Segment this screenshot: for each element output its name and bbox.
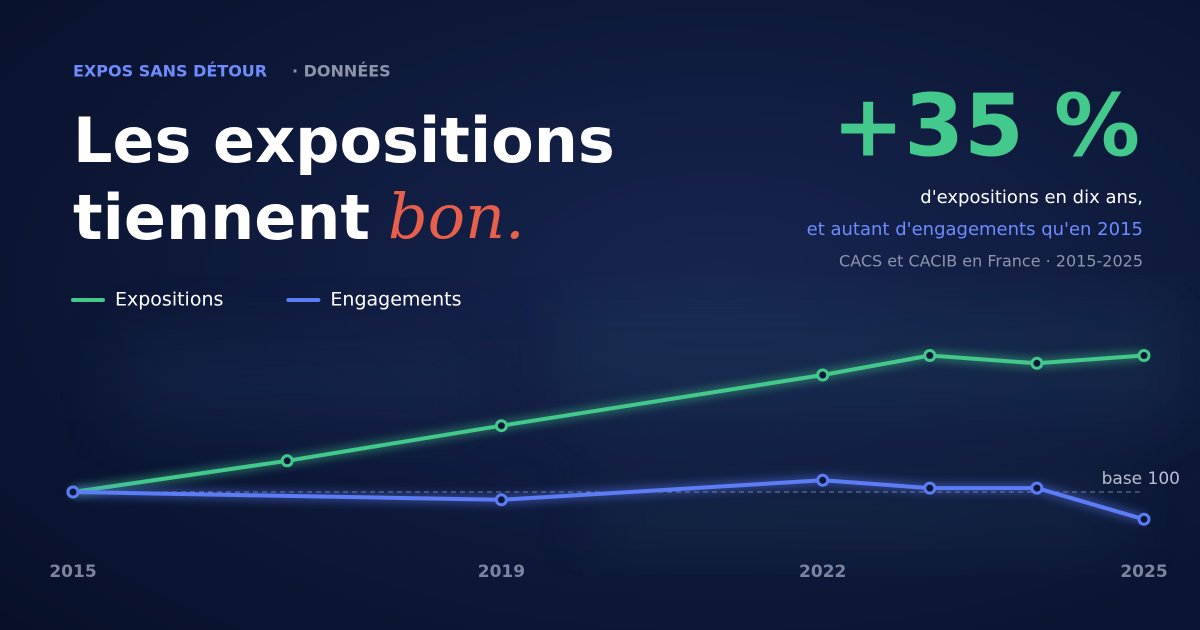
legend-label: Engagements bbox=[330, 289, 461, 311]
data-point bbox=[280, 454, 294, 468]
x-tick-label: 2025 bbox=[1120, 562, 1167, 582]
headline: +35 % bbox=[832, 76, 1140, 176]
kicker-section: · DONNÉES bbox=[292, 62, 391, 81]
data-point bbox=[923, 349, 937, 362]
data-point bbox=[66, 485, 80, 499]
title-line: Les expositions bbox=[73, 104, 615, 177]
title-accent: bon. bbox=[388, 180, 525, 253]
subtitle: et autant d'engagements qu'en 2015 bbox=[807, 219, 1143, 240]
reference-label: base 100 bbox=[1102, 469, 1180, 489]
series-line bbox=[72, 478, 1145, 522]
data-point bbox=[816, 473, 830, 487]
title-line: tiennent bbox=[73, 181, 370, 254]
x-tick-label: 2022 bbox=[799, 562, 846, 582]
title: tiennent bon. bbox=[73, 180, 525, 254]
data-point bbox=[1137, 349, 1151, 362]
x-tick-label: 2019 bbox=[478, 562, 525, 582]
data-point bbox=[1030, 481, 1044, 495]
kicker: EXPOS SANS DÉTOUR bbox=[73, 62, 267, 81]
data-point bbox=[1137, 512, 1151, 526]
data-point bbox=[923, 481, 937, 495]
x-tick-label: 2015 bbox=[49, 562, 96, 582]
data-point bbox=[494, 493, 508, 507]
data-point bbox=[816, 368, 830, 382]
data-point bbox=[1030, 356, 1044, 370]
data-point bbox=[494, 419, 508, 433]
subtitle: d'expositions en dix ans, bbox=[920, 187, 1143, 208]
legend-label: Expositions bbox=[115, 289, 223, 311]
source: CACS et CACIB en France · 2015-2025 bbox=[839, 252, 1143, 271]
